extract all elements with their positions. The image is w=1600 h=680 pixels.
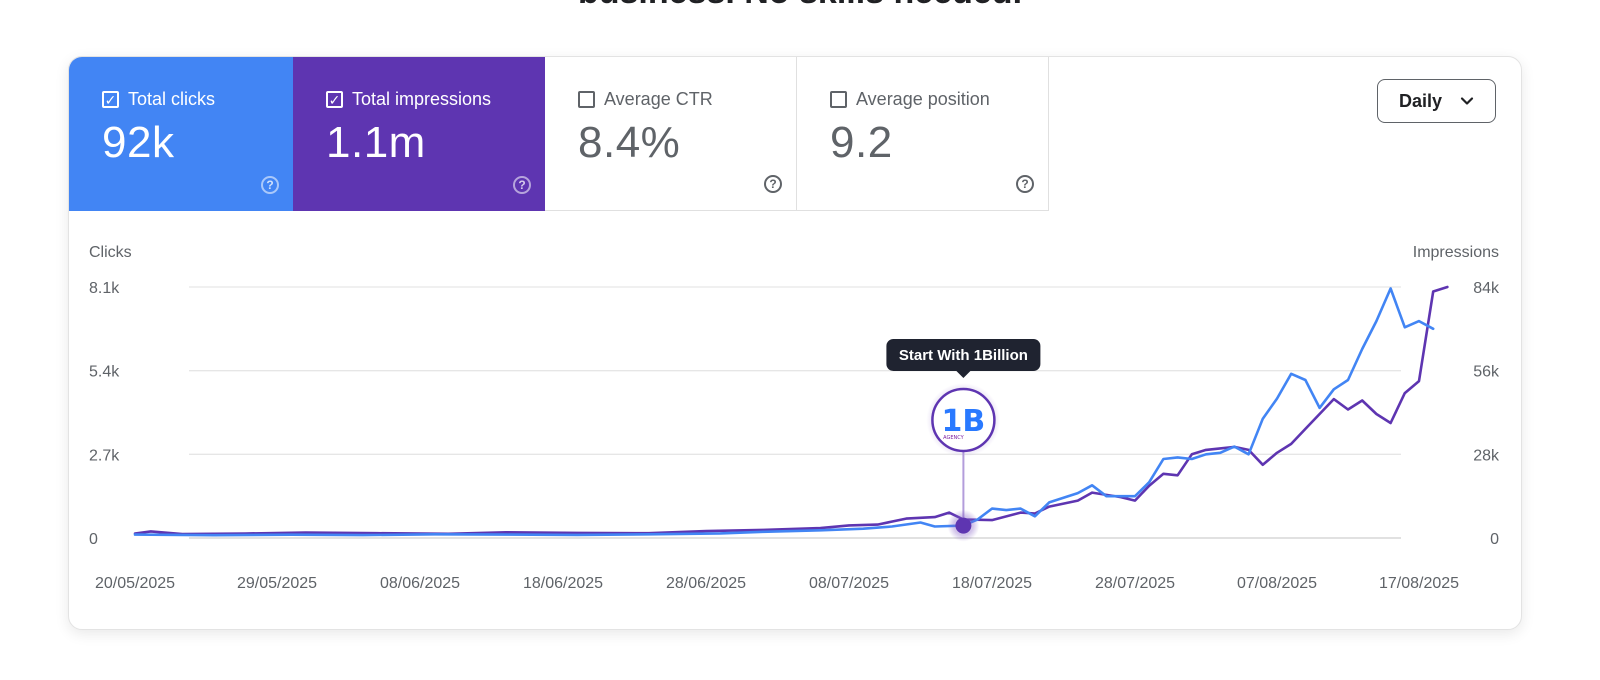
left-y-tick-label: 0 [89,531,98,548]
tab-total-impressions[interactable]: ✓ Total impressions 1.1m ? [293,57,545,211]
right-y-tick-label: 28k [1473,447,1500,464]
tab-label: Total impressions [352,89,492,109]
performance-card: ✓ Total clicks 92k ? ✓ Total impressions… [68,56,1522,630]
help-icon[interactable]: ? [1016,175,1034,193]
agency-logo-icon [931,387,996,453]
impressions-line [133,285,1449,536]
help-icon[interactable]: ? [513,176,531,194]
metric-tabs: ✓ Total clicks 92k ? ✓ Total impressions… [69,57,1049,211]
performance-chart: Clicks Impressions 0 0 2.7k 28k 5.4k 56k 8.1k 84k… [89,244,1500,592]
period-dropdown-value: Daily [1398,90,1443,111]
checkbox-checked-icon[interactable]: ✓ [102,91,119,108]
tab-total-clicks[interactable]: ✓ Total clicks 92k ? [69,57,293,211]
left-axis-title: Clicks [89,244,132,261]
tooltip-box [886,339,1041,371]
x-tick-label: 29/05/2025 [237,575,317,592]
left-y-tick-label: 5.4k [89,364,120,381]
tab-value: 1.1m [326,118,426,167]
x-tick-label: 08/06/2025 [380,575,460,592]
tab-label: Average CTR [604,89,713,109]
tab-label: Total clicks [128,89,216,109]
period-dropdown[interactable]: Daily [1377,79,1496,123]
x-tick-label: 07/08/2025 [1237,575,1317,592]
tab-value: 92k [102,118,175,167]
x-tick-label: 18/07/2025 [952,575,1032,592]
help-icon[interactable]: ? [764,175,782,193]
clicks-line [133,287,1435,537]
help-icon[interactable]: ? [261,176,279,194]
x-tick-label: 18/06/2025 [523,575,603,592]
right-y-tick-label: 84k [1473,280,1500,297]
left-y-tick-label: 8.1k [89,280,120,297]
right-y-tick-label: 56k [1473,364,1500,381]
right-y-tick-label: 0 [1490,531,1499,548]
x-tick-label: 20/05/2025 [95,575,175,592]
tab-value: 9.2 [830,118,893,167]
agency-logo-caption: AGENCY [943,435,965,441]
checkbox-unchecked-icon[interactable]: ✓ [578,91,595,108]
tab-average-position[interactable]: ✓ Average position 9.2 ? [797,57,1049,211]
left-y-tick-label: 2.7k [89,447,120,464]
x-tick-label: 08/07/2025 [809,575,889,592]
tab-label: Average position [856,89,990,109]
x-tick-label: 28/07/2025 [1095,575,1175,592]
tab-average-ctr[interactable]: ✓ Average CTR 8.4% ? [545,57,797,211]
right-axis-title: Impressions [1413,244,1499,261]
agency-logo-text: 1B [942,404,986,439]
x-tick-label: 17/08/2025 [1379,575,1459,592]
page-heading: business. No skills needed. [0,0,1600,12]
annotation-point [955,517,972,534]
checkbox-checked-icon[interactable]: ✓ [326,91,343,108]
tooltip-text: Start With 1Billion [899,347,1028,364]
checkbox-unchecked-icon[interactable]: ✓ [830,91,847,108]
x-tick-label: 28/06/2025 [666,575,746,592]
tooltip-arrow [956,371,971,378]
chevron-down-icon [1460,97,1474,105]
tab-value: 8.4% [578,118,681,167]
